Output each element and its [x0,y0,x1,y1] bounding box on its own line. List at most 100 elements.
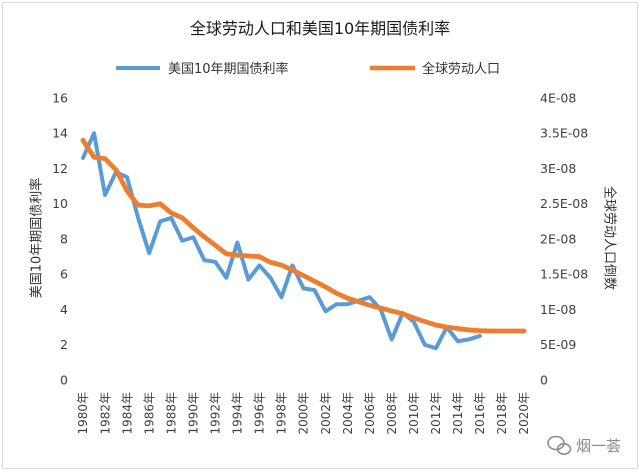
global-labor-force-point [290,268,295,272]
us-10y-yield-point [467,337,471,342]
us-10y-yield-point [423,343,427,347]
global-labor-force-point [478,329,482,333]
x-tick-label: 1992年 [209,392,223,435]
us-10y-yield-point [180,239,184,243]
x-tick-label: 2016年 [473,392,487,435]
left-tick-label: 4 [60,302,68,317]
global-labor-force-point [346,296,350,300]
global-labor-force-point [81,138,85,142]
x-tick-label: 2002年 [319,392,333,435]
us-10y-yield-point [346,302,350,306]
right-axis-title: 全球劳动人口倒数 [601,186,617,290]
x-tick-label: 2012年 [429,392,443,435]
left-tick-label: 0 [60,372,68,387]
global-labor-force-point [445,325,449,329]
x-tick-label: 2006年 [363,392,377,435]
watermark-text: 烟一荟 [576,437,621,455]
x-tick-label: 1980年 [76,392,90,435]
us-10y-yield-point [456,339,460,343]
global-labor-force-point [379,306,383,310]
global-labor-force-point [489,329,493,333]
us-10y-yield-point [147,251,151,255]
x-axis-tick-labels: 1980年 1982年 1984年 1986年 1988年 1990年 1992年 1994年… [76,392,531,435]
global-labor-force-point [279,263,284,267]
x-tick-label: 2018年 [495,392,509,435]
us-10y-yield-point [312,288,317,292]
us-10y-yield-point [246,277,250,282]
global-labor-force-point [390,309,394,313]
left-axis-tick-labels: 0 2 4 6 8 10 12 14 16 [52,90,68,387]
global-labor-force-point [334,291,339,295]
global-labor-force-point [434,323,438,327]
global-labor-force-point [136,203,140,207]
us-10y-yield-point [412,320,416,324]
us-10y-yield-point [390,337,394,342]
x-tick-label: 2000年 [297,392,311,435]
global-labor-force-point [147,204,151,208]
right-tick-label: 1E-08 [540,302,576,317]
us-10y-yield-point [92,131,96,135]
global-labor-force-point [158,202,162,206]
global-labor-force-point [268,260,273,264]
global-labor-force-point [412,316,416,320]
us-10y-yield-point [136,216,140,220]
us-10y-yield-point [103,193,107,197]
us-10y-yield-point [224,276,228,280]
global-labor-force-point [224,252,228,256]
global-labor-force-series [80,137,527,334]
right-tick-label: 2.5E-08 [540,196,588,211]
right-tick-label: 0 [540,372,548,387]
global-labor-force-point [323,285,328,289]
watermark: 烟一荟 [547,435,621,455]
left-tick-label: 16 [52,90,68,105]
legend-label-global-labor-force: 全球劳动人口 [422,61,500,77]
x-tick-label: 2014年 [451,392,465,435]
us-10y-yield-point [257,263,261,268]
us-10y-yield-point [478,334,482,338]
x-tick-label: 1988年 [164,392,178,435]
global-labor-force-point [423,319,427,324]
global-labor-force-point [235,253,239,257]
right-tick-label: 2E-08 [540,231,576,246]
left-tick-label: 6 [60,267,68,282]
x-tick-label: 1998年 [275,392,289,435]
global-labor-force-point [180,216,184,220]
global-labor-force-point [401,312,405,316]
us-10y-yield-point [235,240,239,245]
right-tick-label: 3.5E-08 [540,126,588,141]
global-labor-force-point [257,255,261,259]
left-tick-label: 12 [52,161,68,176]
x-tick-label: 1994年 [231,392,245,435]
x-tick-label: 2010年 [407,392,421,435]
global-labor-force-point [312,279,317,283]
global-labor-force-point [246,254,250,258]
us-10y-yield-point [268,276,273,280]
chart-title: 全球劳动人口和美国10年期国债利率 [190,19,450,38]
left-axis-title: 美国10年期国债利率 [29,178,45,299]
global-labor-force-point [191,226,195,230]
us-10y-yield-point [323,309,328,313]
legend-label-us-10y-yield: 美国10年期国债利率 [168,61,289,77]
x-tick-label: 2020年 [517,392,531,435]
us-10y-yield-point [169,216,173,220]
global-labor-force-point [92,155,96,159]
global-labor-force-point [114,168,118,172]
global-labor-force-point [213,243,217,247]
global-labor-force-point [357,300,361,304]
x-tick-label: 1982年 [98,392,112,435]
us-10y-yield-point [213,260,217,264]
x-tick-label: 2008年 [385,392,399,435]
series-layer [80,131,527,351]
x-tick-label: 2004年 [341,392,355,435]
left-tick-label: 2 [60,337,68,352]
right-tick-label: 3E-08 [540,161,576,176]
global-labor-force-point [500,329,504,333]
us-10y-yield-point [290,263,295,268]
global-labor-force-point [169,211,173,215]
global-labor-force-point [125,189,129,193]
x-tick-label: 1984年 [120,392,134,435]
x-tick-label: 1986年 [142,392,156,435]
global-labor-force-point [522,329,526,333]
